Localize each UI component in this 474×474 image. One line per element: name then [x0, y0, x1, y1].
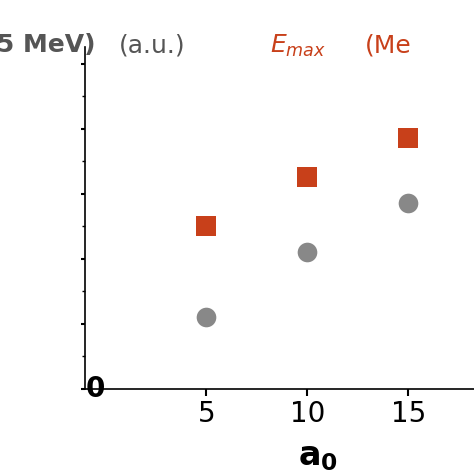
Text: >5 MeV): >5 MeV) [0, 33, 96, 57]
Text: (Me: (Me [365, 33, 412, 57]
Text: (a.u.): (a.u.) [118, 33, 185, 57]
Point [203, 222, 210, 230]
Text: $E_{max}$: $E_{max}$ [270, 33, 326, 59]
Point [304, 173, 311, 181]
Point [405, 135, 412, 142]
Point [405, 200, 412, 207]
Text: 0: 0 [86, 374, 105, 403]
Point [203, 313, 210, 321]
Point [304, 248, 311, 256]
X-axis label: $\mathbf{a_0}$: $\mathbf{a_0}$ [298, 439, 337, 473]
